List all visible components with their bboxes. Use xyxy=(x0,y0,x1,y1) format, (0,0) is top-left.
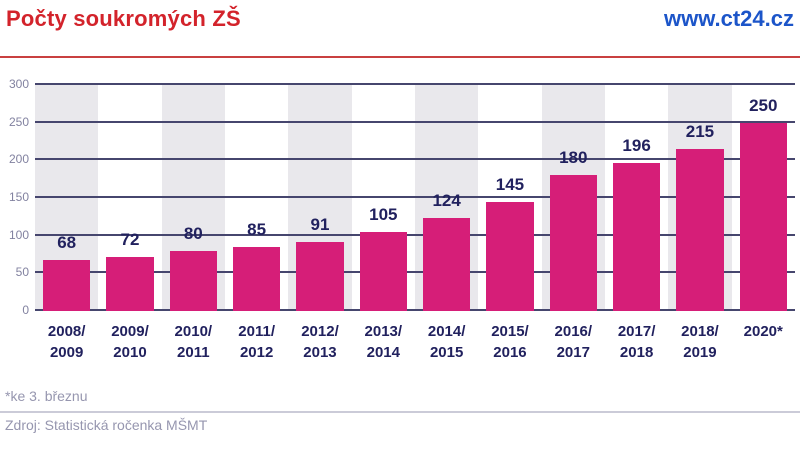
y-axis-label: 50 xyxy=(15,265,29,280)
x-axis-label-line: 2015 xyxy=(429,344,464,361)
source-note: Zdroj: Statistická ročenka MŠMT xyxy=(5,417,208,433)
bar-value-label: 68 xyxy=(57,232,77,252)
y-axis-label: 150 xyxy=(8,190,29,204)
bar-column: 68 xyxy=(35,83,98,311)
gridline xyxy=(35,196,795,198)
x-axis-label: 2016/2017 xyxy=(542,321,605,363)
bar xyxy=(549,175,598,311)
bar-column: 72 xyxy=(98,83,161,311)
x-axis-label-line: 2017/ xyxy=(617,323,656,340)
gridline xyxy=(35,309,795,311)
bar xyxy=(676,149,724,311)
x-axis-label-line: 2018/ xyxy=(681,323,719,340)
x-axis-label-line: 2010/ xyxy=(174,323,213,340)
x-axis-label-line: 2013 xyxy=(303,344,337,361)
bar xyxy=(296,242,344,311)
x-axis-label: 2011/2012 xyxy=(225,321,288,363)
x-axis-label-line: 2013/ xyxy=(364,323,403,340)
page-title: Počty soukromých ZŠ xyxy=(6,6,241,31)
x-axis-label: 2010/2011 xyxy=(162,321,225,363)
x-axis-label-line: 2018 xyxy=(619,344,654,361)
bar xyxy=(42,259,91,311)
bar xyxy=(486,201,534,311)
bar-value-label: 91 xyxy=(310,215,330,235)
bar-column: 80 xyxy=(162,83,225,311)
bar-value-label: 180 xyxy=(559,148,588,168)
x-axis-label-line: 2009 xyxy=(49,344,84,361)
bar-column: 91 xyxy=(288,83,351,311)
x-axis-label-line: 2010 xyxy=(113,344,147,361)
gridline xyxy=(35,158,795,161)
x-axis-label-line: 2016/ xyxy=(554,323,593,340)
bar-value-label: 124 xyxy=(432,190,461,210)
bar xyxy=(169,250,218,311)
bar-value-label: 250 xyxy=(749,95,778,115)
x-axis-label: 2018/2019 xyxy=(668,321,731,363)
x-axis-label-line: 2009/ xyxy=(111,323,149,340)
bar xyxy=(232,246,281,311)
y-axis-label: 0 xyxy=(22,303,29,317)
gridline xyxy=(35,83,795,85)
gridline xyxy=(35,271,795,274)
x-axis-label-line: 2020* xyxy=(743,323,783,340)
bar-column: 124 xyxy=(415,83,478,311)
bar-value-label: 215 xyxy=(685,122,715,142)
site-url: www.ct24.cz xyxy=(663,6,794,31)
y-axis-label: 100 xyxy=(8,227,29,242)
bars-layer: 68 72 80 85 91 105 124 145 180 196 215 250 xyxy=(35,83,795,311)
x-axis-label-line: 2012/ xyxy=(301,323,339,340)
x-axis-label-line: 2016 xyxy=(493,344,527,361)
bar xyxy=(612,163,661,311)
x-axis-label-line: 2011 xyxy=(177,344,210,361)
x-axis-label-line: 2011/ xyxy=(238,323,275,340)
bar-column: 250 xyxy=(732,83,795,311)
x-axis: 2008/2009 2009/2010 2010/2011 2011/2012 2012… xyxy=(35,321,795,363)
x-axis-label: 2015/2016 xyxy=(478,321,541,363)
bar xyxy=(106,256,154,311)
x-axis-label: 2014/2015 xyxy=(415,321,478,363)
y-axis-label: 250 xyxy=(8,114,29,129)
x-axis-label: 2012/2013 xyxy=(288,321,351,363)
bar-column: 145 xyxy=(478,83,541,311)
x-axis-label: 2009/2010 xyxy=(98,321,161,363)
bar xyxy=(359,231,408,311)
bar-value-label: 145 xyxy=(495,174,525,194)
x-axis-label-line: 2014/ xyxy=(427,323,466,340)
bar xyxy=(739,122,787,311)
bar-column: 105 xyxy=(352,83,415,311)
x-axis-label-line: 2012 xyxy=(239,344,274,361)
bar-column: 196 xyxy=(605,83,668,311)
bar-value-label: 196 xyxy=(622,136,651,156)
bar-column: 180 xyxy=(542,83,605,311)
bar-value-label: 105 xyxy=(369,204,398,224)
bar-value-label: 72 xyxy=(120,229,140,249)
x-axis-label-line: 2019 xyxy=(683,344,717,361)
header-divider xyxy=(0,56,800,58)
y-axis-label: 200 xyxy=(8,152,29,167)
x-axis-label-line: 2015/ xyxy=(491,323,529,340)
gridline xyxy=(35,233,795,236)
x-axis-label: 2020* xyxy=(732,321,795,363)
x-axis-label-line: 2014 xyxy=(366,344,400,361)
footer-divider xyxy=(0,411,800,413)
bar-value-label: 80 xyxy=(183,223,203,243)
y-axis-label: 300 xyxy=(8,77,29,91)
x-axis-label: 2008/2009 xyxy=(35,321,98,363)
x-axis-label: 2013/2014 xyxy=(352,321,415,363)
plot-area: 68 72 80 85 91 105 124 145 180 196 215 250 xyxy=(35,83,795,311)
bar-column: 215 xyxy=(668,83,731,311)
x-axis-label: 2017/2018 xyxy=(605,321,668,363)
x-axis-label-line: 2008/ xyxy=(47,323,86,340)
bar xyxy=(422,217,471,311)
bar-column: 85 xyxy=(225,83,288,311)
x-axis-label-line: 2017 xyxy=(556,344,590,361)
gridline xyxy=(35,120,795,123)
bar-value-label: 85 xyxy=(247,219,267,239)
footnote: *ke 3. březnu xyxy=(5,388,88,404)
